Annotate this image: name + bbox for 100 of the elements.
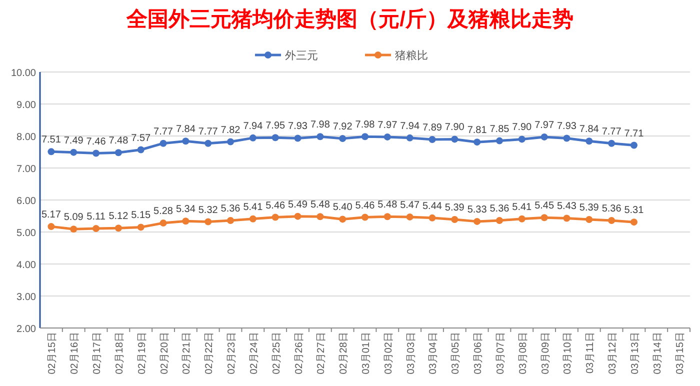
data-label: 7.85 [490, 124, 510, 135]
data-label: 5.39 [444, 202, 465, 214]
point [114, 224, 122, 232]
data-label: 5.46 [355, 200, 376, 212]
x-tick-label: 02月19日 [136, 332, 148, 374]
x-tick-label: 02月17日 [92, 332, 104, 374]
data-label: 7.95 [266, 120, 286, 132]
data-label: 5.28 [154, 206, 174, 218]
data-label: 5.48 [378, 200, 398, 211]
point [182, 138, 190, 145]
x-tick-label: 03月04日 [428, 332, 440, 374]
y-tick-label: 4.00 [16, 260, 36, 271]
point [586, 138, 593, 145]
point [586, 216, 593, 224]
data-label: 5.17 [41, 210, 62, 221]
point [137, 224, 144, 231]
point [160, 220, 167, 227]
data-label: 5.44 [422, 200, 442, 212]
x-tick-label: 03月02日 [383, 332, 394, 374]
point [249, 134, 256, 142]
x-tick-label: 03月08日 [518, 332, 529, 374]
x-tick-label: 03月01日 [361, 332, 372, 374]
data-label: 7.51 [41, 134, 62, 146]
point [630, 218, 638, 226]
data-label: 5.41 [243, 202, 264, 213]
x-tick-label: 03月14日 [652, 332, 664, 374]
point [608, 216, 616, 224]
point [316, 213, 324, 220]
x-tick-label: 02月21日 [182, 332, 193, 374]
data-label: 5.39 [579, 202, 600, 214]
y-tick-label: 10.00 [10, 68, 36, 79]
x-tick-label: 02月23日 [226, 332, 238, 374]
point [406, 213, 414, 220]
data-label: 7.77 [154, 126, 174, 138]
data-label: 7.97 [378, 120, 398, 131]
x-tick-label: 03月06日 [473, 332, 484, 374]
point [137, 146, 144, 154]
point [451, 216, 458, 224]
data-label: 5.49 [288, 199, 308, 210]
point [70, 226, 78, 233]
y-tick-label: 8.00 [16, 132, 36, 143]
data-label: 5.33 [467, 204, 488, 216]
point [451, 136, 458, 143]
y-tick-label: 3.00 [16, 292, 36, 303]
y-tick-label: 6.00 [16, 196, 36, 207]
data-label: 5.34 [176, 204, 196, 216]
data-label: 5.41 [512, 202, 532, 213]
point [114, 149, 122, 156]
data-label: 5.36 [602, 203, 622, 214]
y-tick-label: 2.00 [16, 324, 36, 335]
point [48, 148, 55, 156]
data-label: 7.93 [288, 121, 308, 132]
point [563, 214, 570, 222]
point [204, 218, 212, 226]
data-label: 7.49 [64, 135, 84, 146]
x-tick-label: 03月11日 [585, 332, 596, 374]
data-label: 7.82 [220, 124, 241, 136]
data-label: 7.48 [108, 136, 129, 147]
data-label: 7.81 [467, 125, 488, 136]
point [384, 133, 391, 140]
data-label: 5.31 [624, 205, 644, 216]
x-tick-label: 02月28日 [338, 332, 350, 374]
point [518, 215, 526, 222]
point [362, 133, 368, 140]
x-tick-label: 02月25日 [271, 332, 282, 374]
data-label: 7.77 [602, 126, 622, 138]
point [496, 137, 503, 144]
x-tick-label: 02月24日 [248, 332, 260, 374]
x-tick-label: 02月22日 [204, 332, 216, 374]
data-label: 5.36 [220, 203, 241, 214]
x-tick-label: 02月26日 [294, 332, 305, 374]
point [339, 216, 346, 223]
x-tick-label: 03月13日 [630, 332, 641, 374]
point [272, 214, 279, 221]
data-label: 5.12 [108, 211, 129, 222]
point [474, 218, 481, 225]
point [227, 216, 234, 224]
point [272, 134, 279, 142]
data-label: 7.77 [198, 126, 218, 138]
data-label: 7.93 [556, 121, 577, 132]
point [428, 136, 436, 144]
y-tick-label: 7.00 [16, 164, 36, 175]
y-tick-label: 5.00 [16, 228, 36, 239]
data-label: 5.43 [556, 201, 577, 212]
y-tick-label: 9.00 [16, 100, 36, 111]
point [474, 138, 481, 146]
point [294, 212, 302, 220]
data-label: 7.92 [332, 122, 353, 133]
data-label: 7.98 [355, 120, 376, 131]
point [48, 223, 55, 230]
point [316, 133, 324, 140]
data-label: 5.47 [400, 200, 420, 211]
point [294, 134, 302, 142]
data-label: 7.94 [243, 120, 264, 132]
data-label: 5.40 [332, 202, 353, 214]
data-label: 5.46 [266, 200, 286, 212]
x-tick-label: 03月07日 [495, 332, 506, 374]
data-label: 5.36 [490, 203, 510, 214]
data-label: 7.89 [422, 122, 442, 134]
x-tick-label: 02月16日 [70, 332, 81, 374]
